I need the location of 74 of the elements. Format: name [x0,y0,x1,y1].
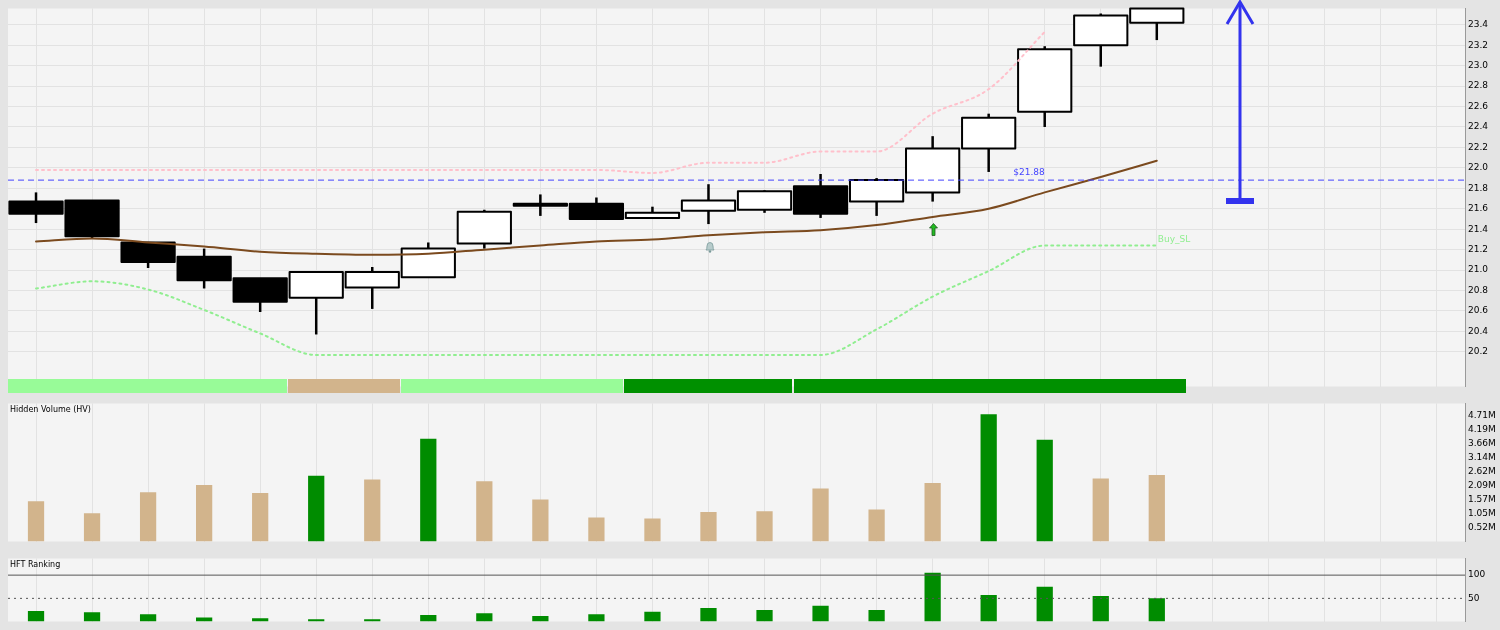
bar [812,605,829,622]
y-tick-label: 1.57M [1468,493,1496,504]
bar [27,501,45,542]
bar [924,572,941,622]
bar [980,595,997,622]
line-series [35,30,1046,174]
bar [27,610,45,622]
bar [420,615,437,622]
y-tick-label: 21.0 [1468,264,1489,275]
y-tick-label: 3.66M [1468,437,1496,448]
y-tick-label: 23.4 [1468,19,1489,30]
bar [980,414,997,542]
y-tick-label: 21.6 [1468,203,1489,214]
y-tick-label: 22.8 [1468,80,1489,91]
bar [1092,596,1109,622]
bar [1092,478,1109,542]
line-series [35,244,1158,356]
bar [532,499,549,542]
bar [700,608,717,622]
series-label: Buy_SL [1157,234,1191,245]
bar [308,475,325,542]
y-tick-label: 0.52M [1468,521,1496,532]
bar [1148,475,1165,542]
bar [1036,439,1053,542]
y-tick-label: 20.2 [1468,346,1489,357]
bar [476,613,493,622]
y-tick-label: 23.2 [1468,39,1489,50]
ref-line-label: $21.88 [1013,166,1046,177]
bar [924,483,941,542]
bar [588,517,605,542]
bar [83,513,101,542]
bar [83,612,101,622]
bar [1036,586,1053,622]
y-tick-label: 21.8 [1468,182,1489,193]
bar [644,611,661,622]
bar [756,511,773,542]
chart-title: HFT Ranking [10,560,61,570]
y-tick-label: 22.4 [1468,121,1489,132]
bar [868,509,885,542]
y-tick-label: 20.4 [1468,325,1489,336]
y-tick-label: 23.0 [1468,59,1489,70]
chart-title: Hidden Volume (HV) [10,405,91,415]
bar [476,481,493,542]
bar [756,609,773,622]
bar [700,512,717,542]
y-tick-label: 2.09M [1468,479,1496,490]
y-tick-label: 20.8 [1468,284,1489,295]
bar [868,609,885,622]
y-tick-label: 21.4 [1468,223,1489,234]
y-tick-label: 22.2 [1468,141,1489,152]
y-tick-label: 22.6 [1468,100,1489,111]
y-tick-label: 1.05M [1468,507,1496,518]
bar [1148,598,1165,622]
y-tick-label: 22.0 [1468,162,1489,173]
bar [196,484,213,542]
line-series [35,159,1158,256]
bar [252,618,269,622]
bar [588,614,605,622]
bar [139,492,157,542]
bar [139,614,157,622]
bar [364,479,381,542]
y-tick-label: 21.2 [1468,243,1489,254]
bar [196,617,213,622]
y-tick-label: 4.19M [1468,423,1496,434]
bar [252,493,269,542]
y-tick-label: 20.6 [1468,305,1489,316]
y-tick-label: 100 [1468,569,1486,580]
y-tick-label: 3.14M [1468,451,1496,462]
y-tick-label: 4.71M [1468,409,1496,420]
bar [812,488,829,542]
bar [644,518,661,542]
y-tick-label: 50 [1468,592,1480,603]
y-tick-label: 2.62M [1468,465,1496,476]
bar [420,438,437,542]
